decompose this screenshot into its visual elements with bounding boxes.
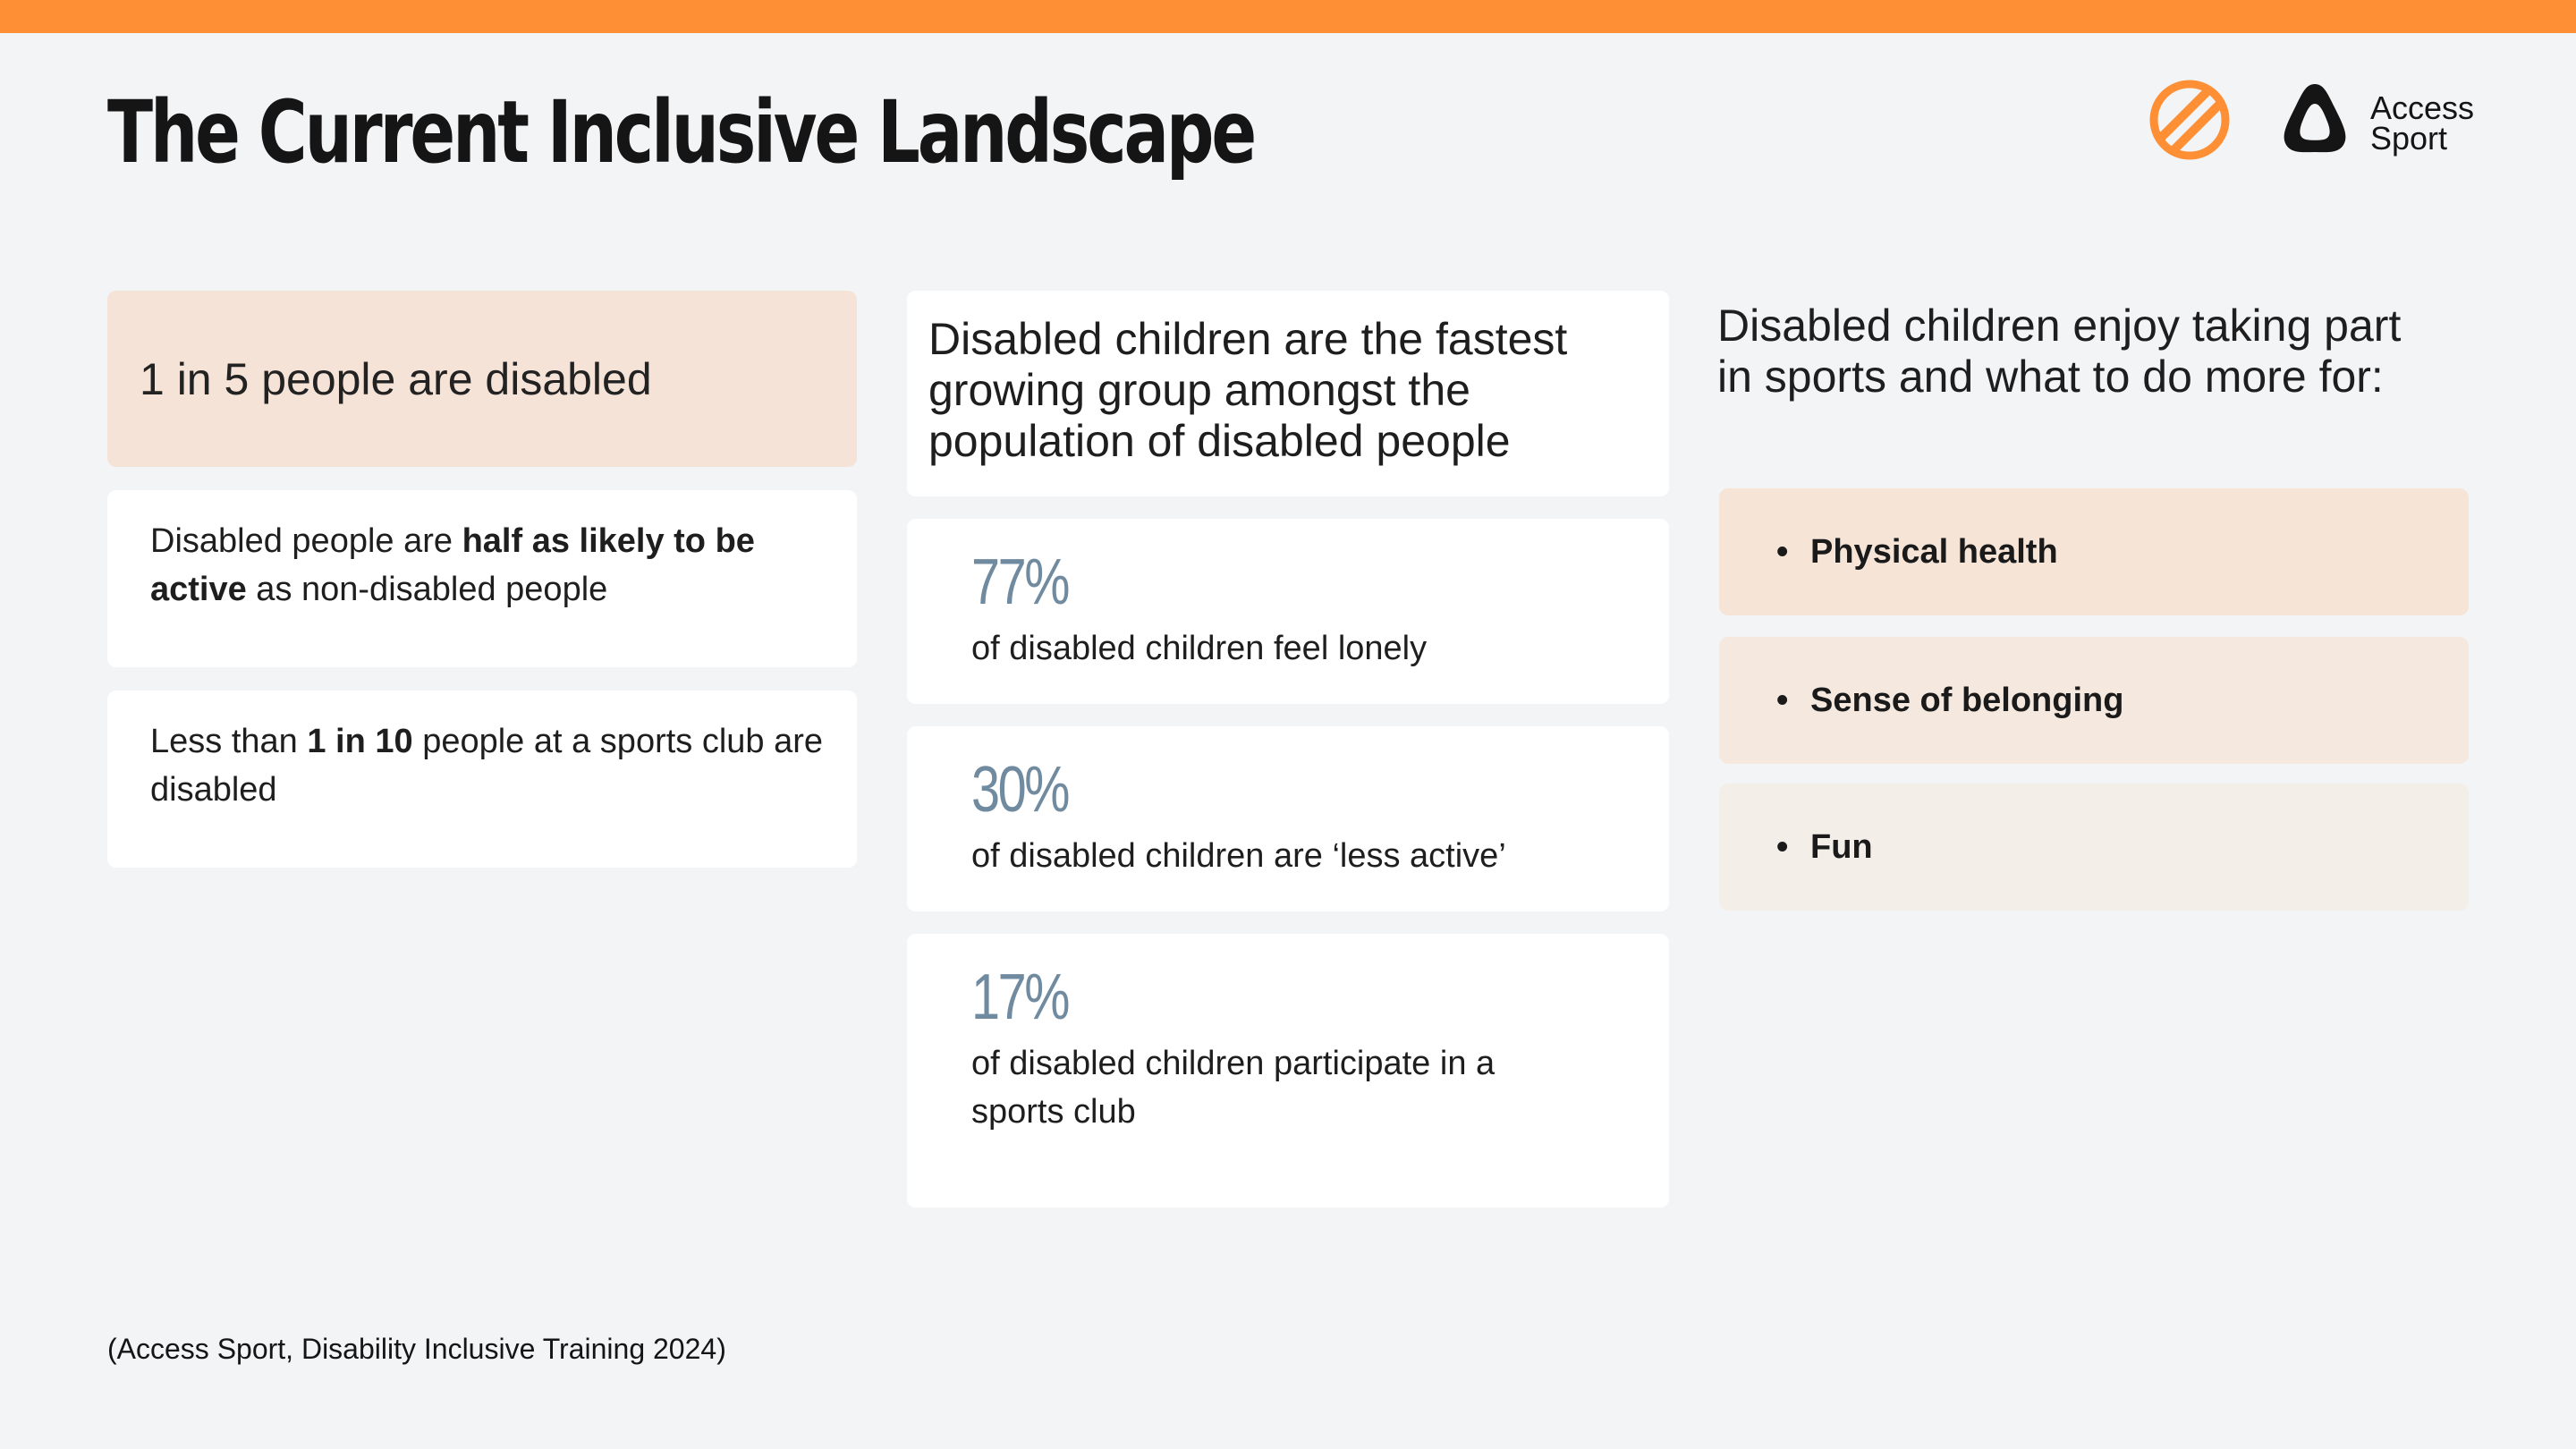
column3-heading: Disabled children enjoy taking part in s… — [1717, 301, 2402, 402]
benefit-item-fun: • Fun — [1719, 784, 2469, 911]
highlight-card: 1 in 5 people are disabled — [107, 291, 857, 467]
benefit-label: Fun — [1810, 828, 1873, 866]
bullet-icon: • — [1776, 828, 1789, 866]
stat-value: 77% — [971, 547, 1070, 618]
fact-text-bold: half as likely to be active — [150, 522, 755, 608]
fact-text: Disabled people are half as likely to be… — [150, 517, 830, 614]
bullet-icon: • — [1776, 533, 1789, 571]
benefit-label: Sense of belonging — [1810, 682, 2124, 719]
wordmark-line-1: Access — [2370, 89, 2475, 126]
fact-text: Less than 1 in 10 people at a sports clu… — [150, 717, 830, 814]
fact-text-pre: Disabled people are — [150, 522, 462, 560]
stat-card-sports-club: 17% of disabled children participate in … — [907, 934, 1669, 1208]
benefit-label: Physical health — [1810, 533, 2058, 571]
stat-card-lonely: 77% of disabled children feel lonely — [907, 519, 1669, 704]
stat-card-less-active: 30% of disabled children are ‘less activ… — [907, 726, 1669, 911]
bullet-icon: • — [1776, 682, 1789, 719]
stat-label: of disabled children participate in a sp… — [971, 1045, 1496, 1131]
stat-value: 17% — [971, 962, 1070, 1033]
fact-text-pre: Less than — [150, 723, 308, 760]
fact-text-post: people at a sports club are disabled — [150, 723, 824, 809]
fastest-growing-card: Disabled children are the fastest growin… — [907, 291, 1669, 496]
benefit-item-physical-health: • Physical health — [1719, 488, 2469, 615]
stat-label: of disabled children feel lonely — [971, 630, 1428, 667]
highlight-text: 1 in 5 people are disabled — [140, 354, 652, 404]
fact-text-bold: 1 in 10 — [307, 723, 413, 760]
stat-value: 30% — [971, 754, 1070, 826]
rounded-triangle-icon — [2284, 84, 2346, 153]
fact-text-post: as non-disabled people — [246, 571, 608, 608]
stat-label: of disabled children are ‘less active’ — [971, 837, 1506, 875]
fact-card-activity: Disabled people are half as likely to be… — [107, 490, 857, 667]
column2-heading: Disabled children are the fastest growin… — [928, 314, 1568, 466]
top-accent-bar — [0, 0, 2576, 33]
wordmark-line-2: Sport — [2370, 120, 2448, 157]
fact-card-sports-club: Less than 1 in 10 people at a sports clu… — [107, 691, 857, 868]
page-title: The Current Inclusive Landscape — [107, 82, 1257, 182]
access-sport-wordmark: Access Sport — [2370, 89, 2475, 157]
benefit-item-sense-of-belonging: • Sense of belonging — [1719, 637, 2469, 764]
striped-circle-icon — [2149, 80, 2230, 160]
source-citation: (Access Sport, Disability Inclusive Trai… — [107, 1333, 726, 1365]
